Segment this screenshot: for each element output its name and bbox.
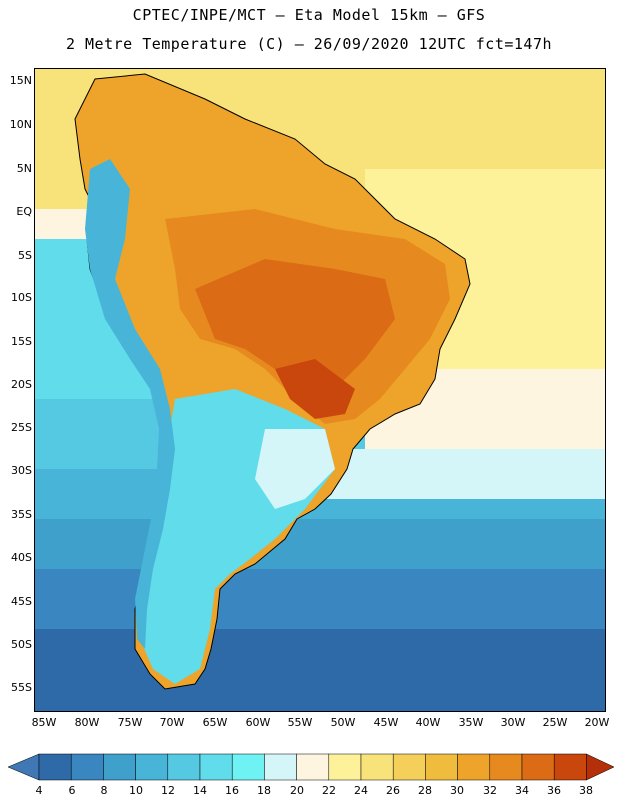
colorbar-swatch: [328, 753, 362, 781]
andes-cold-strip: [85, 159, 175, 649]
colorbar-label-28: 28: [418, 784, 432, 797]
lon-label-65w: 65W: [202, 716, 228, 729]
lat-label-50s: 50S: [11, 638, 32, 651]
temp-band-12: [35, 519, 605, 569]
colorbar-label-20: 20: [290, 784, 304, 797]
colorbar-label-38: 38: [579, 784, 593, 797]
colorbar-label-32: 32: [483, 784, 497, 797]
colorbar-label-18: 18: [257, 784, 271, 797]
lat-label-10s: 10S: [11, 291, 32, 304]
colorbar-label-14: 14: [193, 784, 207, 797]
colorbar-swatch: [553, 753, 587, 781]
colorbar-swatch: [425, 753, 458, 781]
temperature-map: [34, 68, 606, 712]
lat-label-25s: 25S: [11, 421, 32, 434]
colorbar-swatch: [392, 753, 426, 781]
lon-label-85w: 85W: [31, 716, 57, 729]
colorbar-swatch: [70, 753, 104, 781]
colorbar-label-22: 22: [322, 784, 336, 797]
colorbar-label-30: 30: [450, 784, 464, 797]
colorbar-swatch: [103, 753, 136, 781]
colorbar-arrow-high: [586, 753, 615, 781]
colorbar-label-6: 6: [68, 784, 76, 797]
temp-band-20-atlantic: [315, 449, 605, 499]
lat-label-5s: 5S: [18, 249, 32, 262]
colorbar-swatch: [296, 753, 330, 781]
lat-label-15s: 15S: [11, 335, 32, 348]
lat-label-15n: 15N: [9, 74, 32, 87]
colorbar-label-8: 8: [100, 784, 108, 797]
colorbar-swatch: [457, 753, 491, 781]
lat-label-5n: 5N: [16, 162, 32, 175]
colorbar-swatch: [264, 753, 297, 781]
colorbar-swatch: [38, 753, 72, 781]
lon-label-35w: 35W: [458, 716, 484, 729]
lon-label-80w: 80W: [74, 716, 100, 729]
colorbar-label-12: 12: [161, 784, 175, 797]
lon-label-55w: 55W: [287, 716, 313, 729]
lon-label-60w: 60W: [245, 716, 271, 729]
colorbar-swatch: [167, 753, 201, 781]
lat-label-10n: 10N: [9, 118, 32, 131]
colorbar-label-34: 34: [515, 784, 529, 797]
lon-label-45w: 45W: [373, 716, 399, 729]
lat-label-55s: 55S: [11, 681, 32, 694]
lon-label-20w: 20W: [584, 716, 610, 729]
lat-label-30s: 30S: [11, 464, 32, 477]
temp-band-10: [35, 569, 605, 629]
colorbar-label-36: 36: [547, 784, 561, 797]
lon-label-30w: 30W: [500, 716, 526, 729]
colorbar-swatch: [231, 753, 265, 781]
colorbar-swatch: [489, 753, 523, 781]
temperature-colorbar: [7, 753, 615, 781]
colorbar-label-10: 10: [129, 784, 143, 797]
lon-label-75w: 75W: [117, 716, 143, 729]
colorbar-label-26: 26: [386, 784, 400, 797]
pampas-region: [255, 429, 335, 509]
colorbar-label-4: 4: [35, 784, 43, 797]
lat-label-45s: 45S: [11, 595, 32, 608]
lon-label-25w: 25W: [542, 716, 568, 729]
lat-label-eq: EQ: [16, 205, 32, 218]
map-title: CPTEC/INPE/MCT – Eta Model 15km – GFS: [132, 6, 486, 24]
hottest-region-central: [195, 259, 395, 394]
colorbar-label-24: 24: [354, 784, 368, 797]
lon-label-40w: 40W: [415, 716, 441, 729]
lat-label-20s: 20S: [11, 378, 32, 391]
map-subtitle: 2 Metre Temperature (C) – 26/09/2020 12U…: [65, 35, 553, 53]
lon-label-50w: 50W: [330, 716, 356, 729]
lat-label-35s: 35S: [11, 508, 32, 521]
temp-band-22-pacific: [35, 209, 95, 239]
colorbar-swatch: [135, 753, 169, 781]
hottest-core: [275, 359, 355, 419]
lon-label-70w: 70W: [159, 716, 185, 729]
colorbar-swatch: [199, 753, 233, 781]
colorbar-arrow-low: [7, 753, 40, 781]
colorbar-swatch: [521, 753, 555, 781]
colorbar-label-16: 16: [225, 784, 239, 797]
colorbar-swatch: [360, 753, 394, 781]
lat-label-40s: 40S: [11, 551, 32, 564]
temp-band-8: [35, 629, 605, 711]
